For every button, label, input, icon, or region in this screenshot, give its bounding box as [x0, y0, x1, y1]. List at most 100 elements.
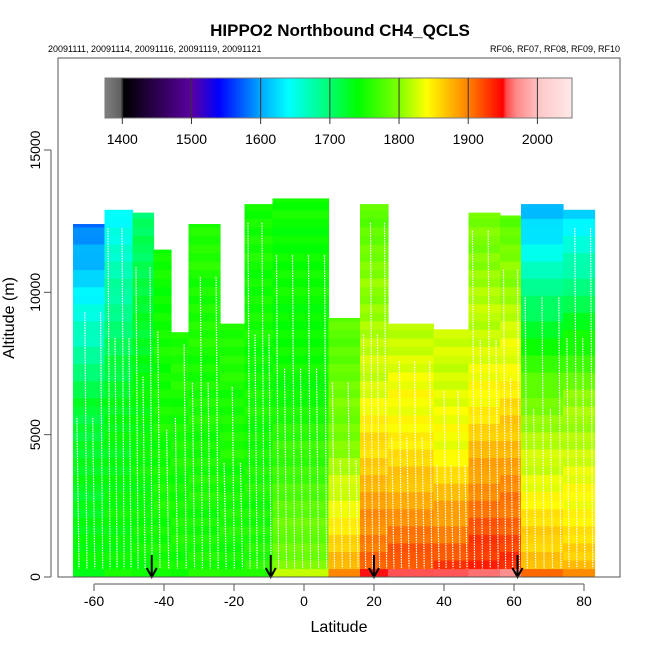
curtain-cell	[563, 337, 596, 348]
curtain-column	[104, 209, 134, 577]
flight-track	[157, 331, 161, 569]
curtain-cell	[188, 261, 221, 271]
curtain-cell	[388, 431, 435, 441]
curtain-cell	[360, 500, 389, 510]
curtain-cell	[153, 329, 172, 339]
flight-track	[114, 338, 118, 569]
flight-track	[261, 222, 265, 569]
curtain-cell	[132, 295, 155, 305]
curtain-cell	[104, 431, 134, 441]
curtain-cell	[360, 380, 389, 390]
curtain-cell	[73, 465, 106, 476]
curtain-cell	[563, 568, 596, 577]
flight-track	[315, 368, 320, 569]
curtain-cell	[244, 397, 274, 407]
flight-track	[574, 228, 578, 569]
curtain-cell	[521, 261, 564, 271]
curtain-cell	[188, 457, 221, 467]
curtain-cell	[563, 329, 596, 339]
curtain-cell	[360, 269, 389, 279]
curtain-cell	[521, 500, 564, 510]
curtain-cell	[328, 329, 361, 339]
curtain-cell	[328, 474, 361, 484]
curtain-column	[188, 224, 221, 577]
flight-track	[355, 460, 359, 569]
curtain-cell	[328, 568, 361, 577]
y-tick-label: 5000	[27, 419, 43, 450]
curtain-cell	[220, 372, 246, 382]
x-tick-label: 0	[300, 593, 308, 609]
curtain-cell	[132, 235, 155, 245]
curtain-cell	[360, 389, 389, 399]
curtain-cell	[188, 551, 221, 561]
x-tick-label: 40	[436, 593, 452, 609]
curtain-cell	[388, 508, 435, 518]
curtain-cell	[73, 534, 106, 544]
flight-track	[84, 312, 88, 569]
curtain-cell	[104, 303, 134, 313]
curtain-cell	[132, 500, 155, 510]
curtain-cell	[468, 286, 501, 296]
flight-track	[566, 338, 570, 569]
curtain-cell	[220, 431, 246, 441]
curtain-cell	[104, 235, 134, 245]
curtain-cell	[360, 525, 389, 535]
curtain-cell	[272, 278, 330, 288]
curtain-cell	[521, 440, 564, 450]
curtain-cell	[563, 457, 596, 467]
curtain-cell	[188, 448, 221, 459]
curtain-cell	[468, 226, 501, 236]
curtain-cell	[171, 346, 190, 356]
curtain-cell	[188, 226, 221, 236]
curtain-cell	[468, 261, 501, 271]
curtain-cell	[132, 389, 155, 399]
curtain-cell	[360, 457, 389, 467]
curtain-cell	[153, 354, 172, 365]
curtain-cell	[104, 414, 134, 424]
flight-track	[487, 230, 491, 569]
curtain-cell	[153, 278, 172, 288]
curtain-cell	[563, 346, 596, 356]
curtain-cell	[500, 346, 522, 356]
chart-subtitle-flights: RF06, RF07, RF08, RF09, RF10	[490, 44, 620, 54]
chart-title: HIPPO2 Northbound CH4_QCLS	[210, 21, 470, 40]
curtain-cell	[73, 431, 106, 441]
curtain-cell	[188, 406, 221, 416]
curtain-cell	[433, 380, 470, 390]
curtain-cell	[500, 517, 522, 527]
curtain-cell	[468, 542, 501, 552]
curtain-cell	[360, 542, 389, 552]
curtain-cell	[360, 423, 389, 433]
curtain-cell	[104, 457, 134, 467]
curtain-cell	[220, 491, 246, 501]
curtain-cell	[388, 337, 435, 348]
x-tick-label: -40	[154, 593, 174, 609]
curtain-cell	[132, 542, 155, 552]
curtain-cell	[328, 414, 361, 424]
flight-track	[247, 222, 251, 569]
curtain-cell	[73, 508, 106, 518]
curtain-cell	[500, 440, 522, 450]
curtain-cell	[171, 389, 190, 399]
curtain-cell	[272, 448, 330, 459]
curtain-cell	[188, 380, 221, 390]
curtain-cell	[272, 508, 330, 518]
curtain-cell	[132, 474, 155, 484]
curtain-cell	[563, 389, 596, 399]
flight-tracks	[76, 222, 594, 569]
curtain-cell	[468, 559, 501, 570]
curtain-cell	[328, 389, 361, 399]
curtain-cell	[153, 303, 172, 313]
curtain-cell	[360, 218, 389, 228]
curtain-cell	[171, 337, 190, 348]
curtain-cell	[468, 414, 501, 424]
curtain-cell	[220, 474, 246, 484]
flight-track	[369, 222, 374, 569]
curtain-cell	[188, 508, 221, 518]
flight-track	[541, 297, 545, 569]
curtain-cell	[132, 278, 155, 288]
curtain-cell	[104, 397, 134, 407]
curtain-cell	[132, 517, 155, 527]
curtain-cell	[220, 389, 246, 399]
curtain-cell	[328, 431, 361, 441]
